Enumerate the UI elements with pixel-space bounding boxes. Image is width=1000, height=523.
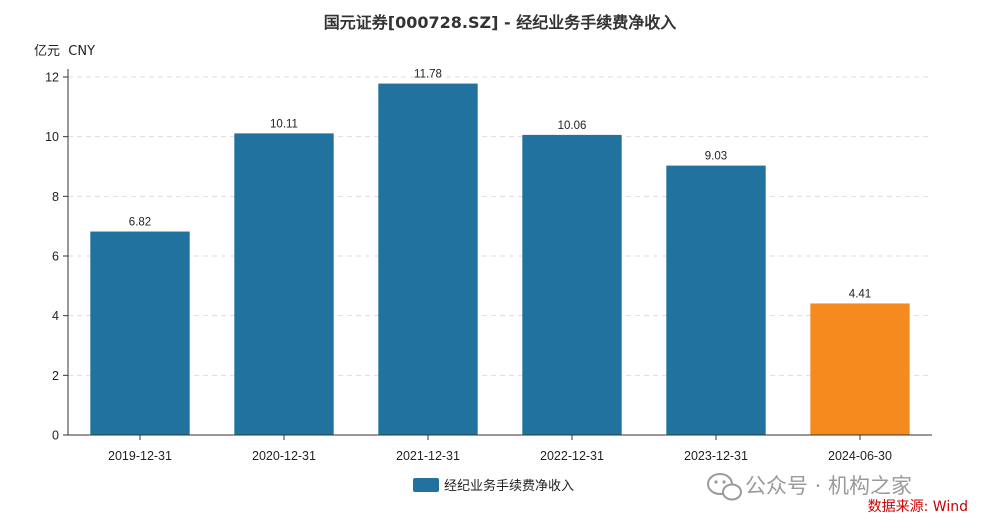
x-tick-label: 2022-12-31: [540, 449, 604, 463]
y-axis-unit-label: 亿元 CNY: [34, 44, 95, 59]
bar-2020-12-31[interactable]: [234, 133, 334, 435]
bar-2022-12-31[interactable]: [522, 134, 622, 436]
watermark: 公众号 · 机构之家: [707, 473, 912, 501]
y-tick-label: 6: [52, 250, 59, 264]
data-source-label: 数据来源: Wind: [868, 499, 968, 515]
y-tick-label: 0: [52, 429, 59, 443]
chart-title: 国元证券[000728.SZ] - 经纪业务手续费净收入: [324, 13, 676, 32]
bar-value-label: 11.78: [414, 69, 442, 81]
bar-value-label: 6.82: [129, 217, 151, 229]
bar-value-label: 10.06: [558, 120, 587, 132]
x-tick-label: 2024-06-30: [828, 449, 892, 463]
x-tick-label: 2019-12-31: [108, 449, 172, 463]
watermark-text: 公众号 · 机构之家: [745, 474, 912, 498]
grid-lines: [68, 76, 932, 376]
x-tick-label: 2020-12-31: [252, 449, 316, 463]
bar-2023-12-31[interactable]: [666, 165, 766, 436]
bar-2019-12-31[interactable]: [90, 231, 190, 435]
x-tick-label: 2023-12-31: [684, 449, 748, 463]
bar-value-label: 10.11: [270, 118, 298, 130]
x-tick-label: 2021-12-31: [396, 449, 460, 463]
y-tick-label: 10: [45, 130, 59, 144]
bars: 6.82 10.11 11.78 10.06 9.03 4.41: [90, 69, 910, 436]
y-tick-label: 12: [45, 71, 59, 85]
y-tick-label: 2: [52, 369, 59, 383]
bar-2024-06-30[interactable]: [810, 303, 910, 435]
axes: 0 2 4 6 8 10 12 2019-12-31 2020-12-31 2021-12-31 2…: [45, 69, 932, 463]
wechat-icon: [707, 473, 742, 501]
legend[interactable]: 经纪业务手续费净收入: [413, 478, 574, 494]
bar-value-label: 4.41: [849, 288, 871, 300]
y-tick-label: 4: [52, 309, 59, 323]
bar-2021-12-31[interactable]: [378, 83, 478, 436]
legend-swatch: [413, 478, 439, 492]
bar-value-label: 9.03: [705, 151, 727, 163]
legend-label: 经纪业务手续费净收入: [444, 478, 574, 494]
y-tick-label: 8: [52, 190, 59, 204]
